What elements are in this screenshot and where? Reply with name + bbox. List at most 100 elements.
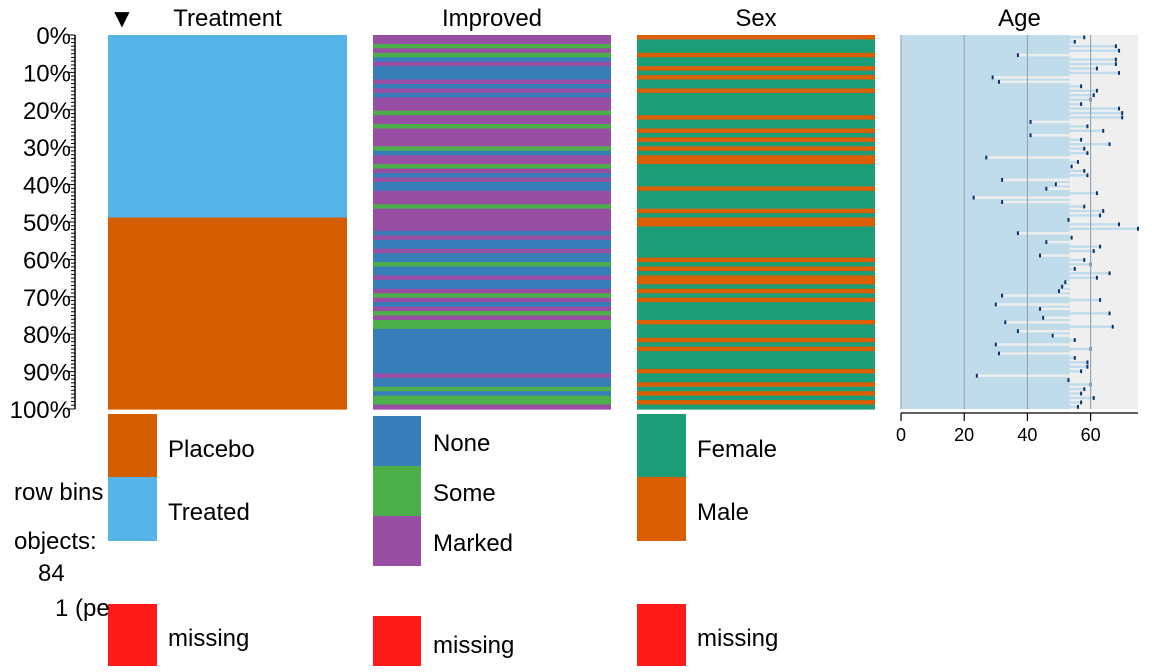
- age-value-marker: [1121, 115, 1124, 120]
- age-bar: [1065, 280, 1070, 284]
- row-bin: [373, 159, 611, 165]
- age-value-marker: [1080, 137, 1083, 142]
- age-bar: [1040, 307, 1070, 311]
- row-bin: [373, 230, 611, 236]
- row-bin: [373, 239, 611, 245]
- row-bin: [637, 288, 875, 294]
- row-bin: [373, 328, 611, 334]
- row-bin: [637, 306, 875, 312]
- row-bin: [108, 324, 347, 330]
- column-sex: Sex: [637, 5, 875, 410]
- row-bin: [108, 355, 347, 361]
- age-value-marker: [1095, 88, 1098, 93]
- row-bin: [637, 181, 875, 187]
- row-bin: [108, 186, 347, 192]
- age-bar: [1069, 62, 1116, 66]
- legend-label: Male: [697, 499, 749, 526]
- row-bin: [108, 333, 347, 339]
- age-bar: [1069, 107, 1120, 110]
- legend-treatment: Placebo Treated missing: [108, 414, 255, 666]
- row-bin: [637, 48, 875, 54]
- row-bin: [637, 400, 875, 406]
- row-bin: [373, 391, 611, 397]
- age-value-marker: [1039, 307, 1042, 311]
- row-bin: [373, 61, 611, 67]
- row-bin: [108, 204, 347, 210]
- row-bin: [108, 293, 347, 299]
- y-tick-label: 80%: [23, 322, 71, 349]
- age-bar: [1046, 187, 1070, 190]
- age-value-marker: [1076, 160, 1079, 164]
- age-value-marker: [1108, 142, 1111, 147]
- row-bin: [637, 391, 875, 397]
- age-value-marker: [1051, 333, 1054, 338]
- row-bin: [637, 164, 875, 170]
- legend-swatch-missing: [108, 604, 157, 666]
- age-value-marker: [1099, 298, 1102, 302]
- row-bin: [108, 404, 347, 410]
- age-value-marker: [1083, 258, 1086, 262]
- age-bar: [1069, 138, 1082, 141]
- age-x-tick-label: 40: [1017, 425, 1037, 445]
- row-bin: [637, 342, 875, 348]
- legend-swatch: [373, 516, 421, 566]
- row-bin: [373, 324, 611, 330]
- age-value-marker: [1102, 128, 1105, 133]
- age-value-marker: [991, 75, 994, 80]
- row-bin: [637, 230, 875, 236]
- row-bin: [637, 168, 875, 174]
- age-bar: [1069, 93, 1094, 97]
- age-bar: [1017, 329, 1070, 333]
- row-bin: [637, 66, 875, 72]
- row-bin: [373, 284, 611, 290]
- age-value-marker: [1080, 369, 1083, 374]
- age-bar: [1069, 392, 1082, 395]
- age-mean-fill: [901, 35, 1070, 409]
- legend-swatch-missing: [373, 616, 421, 666]
- row-bin: [373, 315, 611, 321]
- sort-indicator-icon: ▼: [114, 6, 130, 30]
- row-bin: [373, 164, 611, 170]
- per-bin-label: 1 (pe: [55, 595, 110, 622]
- row-bin: [108, 213, 347, 219]
- row-bin: [108, 244, 347, 250]
- age-bar: [986, 156, 1070, 159]
- row-bin: [637, 70, 875, 76]
- row-bin: [637, 204, 875, 210]
- age-bar: [1069, 258, 1085, 262]
- column-header-sex: Sex: [735, 5, 776, 32]
- row-bin: [637, 235, 875, 241]
- column-header-age: Age: [998, 5, 1041, 32]
- age-bar: [1069, 191, 1097, 195]
- age-value-marker: [1080, 84, 1083, 89]
- row-bin: [637, 386, 875, 392]
- age-bar: [995, 303, 1070, 306]
- row-bin: [373, 110, 611, 116]
- row-bin: [373, 52, 611, 58]
- age-bar: [995, 343, 1070, 346]
- row-bin: [108, 132, 347, 139]
- row-bin: [108, 275, 347, 281]
- row-bin: [108, 297, 347, 303]
- age-bar: [1005, 321, 1070, 324]
- row-bin: [637, 177, 875, 183]
- legend-label: Treated: [168, 499, 250, 526]
- row-bin: [373, 235, 611, 241]
- row-bin: [108, 48, 347, 54]
- age-value-marker: [1070, 164, 1073, 169]
- age-bar: [1069, 272, 1110, 275]
- row-bin: [373, 115, 611, 121]
- row-bin: [637, 360, 875, 366]
- age-value-marker: [1054, 182, 1057, 187]
- row-bin: [637, 190, 875, 196]
- row-bin: [108, 360, 347, 366]
- row-bin: [108, 164, 347, 170]
- row-bin: [373, 57, 611, 63]
- age-value-marker: [1111, 324, 1114, 329]
- age-bar: [998, 80, 1070, 84]
- row-bin: [373, 199, 611, 205]
- age-bar: [1069, 40, 1075, 44]
- row-bin: [373, 177, 611, 183]
- age-bar: [1069, 223, 1120, 226]
